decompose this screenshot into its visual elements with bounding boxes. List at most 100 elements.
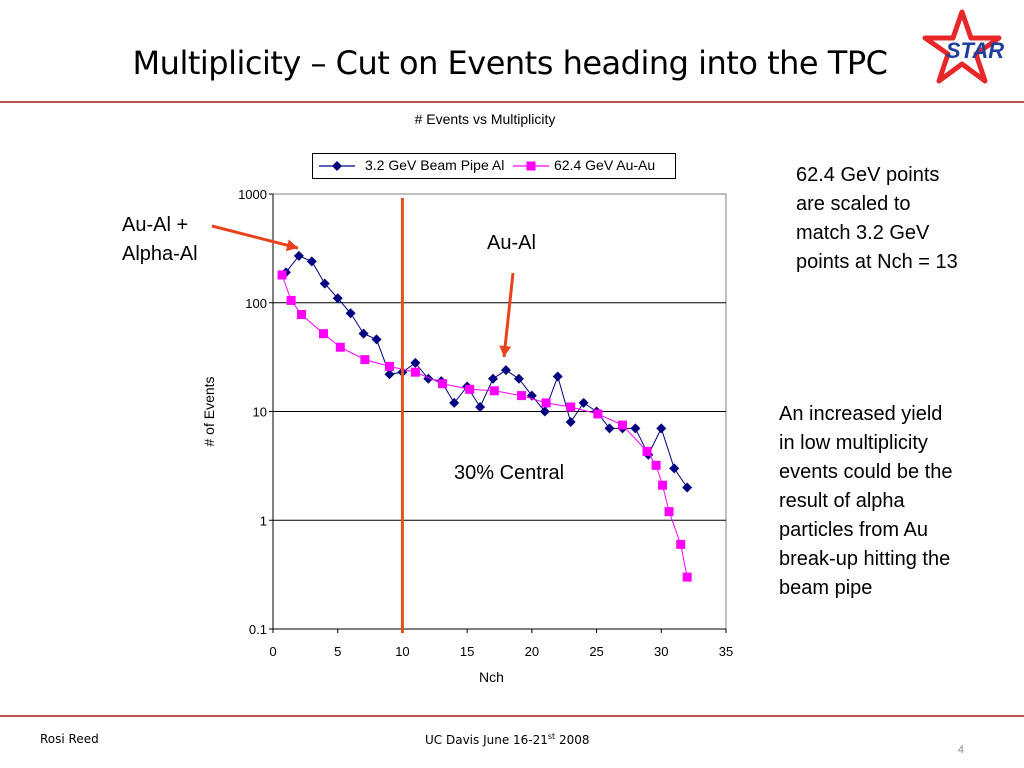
x-axis-title: Nch (479, 669, 504, 685)
series-line-2 (281, 274, 688, 578)
data-point-diamond (682, 482, 693, 493)
data-point-diamond (630, 423, 641, 434)
data-point-diamond (371, 334, 382, 345)
annotation-scaled-note: 62.4 GeV points are scaled to match 3.2 … (796, 161, 958, 277)
annotation-line: points at Nch = 13 (796, 251, 958, 273)
data-point-square (410, 367, 420, 377)
data-point-square (286, 295, 296, 305)
data-point-diamond (319, 278, 330, 289)
data-point-diamond (513, 373, 524, 384)
annotation-line: break-up hitting the (779, 548, 951, 570)
data-point-square (489, 386, 499, 396)
data-point-square (658, 480, 668, 490)
annotation-line: particles from Au (779, 519, 928, 541)
slide-title: Multiplicity – Cut on Events heading int… (132, 44, 888, 82)
data-point-square (277, 270, 287, 280)
y-tick-label: 1 (260, 513, 267, 528)
footer-event-year: 2008 (555, 733, 590, 747)
annotation-yield-note: An increased yield in low multiplicity e… (779, 400, 952, 603)
x-tick-label: 5 (334, 644, 341, 659)
data-point-diamond (306, 256, 317, 267)
data-point-square (318, 329, 328, 339)
arrow-au-al (502, 272, 515, 358)
data-point-square (360, 355, 370, 365)
data-point-square (384, 361, 394, 371)
data-point-square (617, 420, 627, 430)
annotation-line: 62.4 GeV points (796, 164, 940, 186)
data-point-square (651, 460, 661, 470)
data-point-diamond (410, 357, 421, 368)
data-point-square (296, 309, 306, 319)
x-tick-label: 25 (589, 644, 603, 659)
chart-legend: 3.2 GeV Beam Pipe Al 62.4 GeV Au-Au (312, 153, 676, 179)
x-tick-label: 35 (719, 644, 733, 659)
legend-label-series-2: 62.4 GeV Au-Au (554, 157, 656, 173)
data-point-square (593, 409, 603, 419)
x-tick-label: 20 (525, 644, 539, 659)
y-tick-label: 1000 (238, 187, 267, 202)
data-point-square (566, 402, 576, 412)
x-tick-label: 30 (654, 644, 668, 659)
footer-event-sup: st (547, 732, 556, 741)
data-point-square (682, 572, 692, 582)
data-point-diamond (449, 397, 460, 408)
data-point-diamond (293, 250, 304, 261)
footer-event-main: UC Davis June 16-21 (425, 733, 548, 747)
annotation-line: Au-Al + (122, 214, 189, 236)
data-point-diamond (358, 328, 369, 339)
annotation-central: 30% Central (454, 462, 565, 484)
x-tick-label: 15 (460, 644, 474, 659)
annotation-line: are scaled to (796, 193, 911, 215)
legend-label-series-1: 3.2 GeV Beam Pipe Al (365, 157, 505, 173)
y-tick-label: 10 (253, 405, 267, 420)
x-tick-label: 0 (269, 644, 276, 659)
title-divider (0, 101, 1024, 103)
annotation-line: in low multiplicity (779, 432, 928, 454)
annotation-line: events could be the (779, 461, 953, 483)
star-logo-shape (922, 9, 1002, 84)
data-point-square (517, 391, 527, 401)
annotation-au-al-alpha: Au-Al + Alpha-Al (122, 211, 198, 269)
arrow-au-al-alpha-head (285, 239, 298, 252)
data-point-diamond (578, 397, 589, 408)
footer-event: UC Davis June 16-21st 2008 (425, 732, 590, 747)
annotation-line: match 3.2 GeV (796, 222, 930, 244)
annotation-line: An increased yield (779, 403, 943, 425)
data-point-square (335, 342, 345, 352)
data-point-diamond (604, 423, 615, 434)
star-logo-text: STAR (946, 38, 1004, 63)
footer-divider (0, 715, 1024, 717)
data-point-diamond (332, 293, 343, 304)
annotation-line: result of alpha (779, 490, 905, 512)
data-point-diamond (345, 308, 356, 319)
star-logo: STAR (922, 9, 1004, 84)
arrow-au-al-alpha (211, 224, 299, 250)
legend-marker-square (526, 161, 536, 171)
data-point-square (642, 446, 652, 456)
data-point-diamond (656, 423, 667, 434)
legend-marker-diamond (332, 161, 342, 171)
data-point-diamond (500, 365, 511, 376)
page-number: 4 (957, 744, 964, 756)
chart-title: # Events vs Multiplicity (414, 111, 556, 127)
y-tick-label: 0.1 (249, 622, 267, 637)
data-point-diamond (475, 401, 486, 412)
annotation-line: beam pipe (779, 577, 873, 599)
footer-author: Rosi Reed (40, 732, 99, 746)
annotation-au-al: Au-Al (487, 232, 536, 254)
annotation-line: Alpha-Al (122, 243, 198, 265)
data-point-diamond (565, 417, 576, 428)
arrow-au-al-head (499, 345, 512, 357)
data-point-diamond (669, 463, 680, 474)
data-point-diamond (488, 373, 499, 384)
y-axis-title: # of Events (201, 376, 217, 446)
data-point-square (676, 539, 686, 549)
y-tick-label: 100 (245, 296, 267, 311)
data-point-square (438, 379, 448, 389)
data-point-square (465, 384, 475, 394)
data-point-diamond (539, 406, 550, 417)
x-tick-label: 10 (395, 644, 409, 659)
data-point-square (541, 398, 551, 408)
data-point-diamond (384, 369, 395, 380)
